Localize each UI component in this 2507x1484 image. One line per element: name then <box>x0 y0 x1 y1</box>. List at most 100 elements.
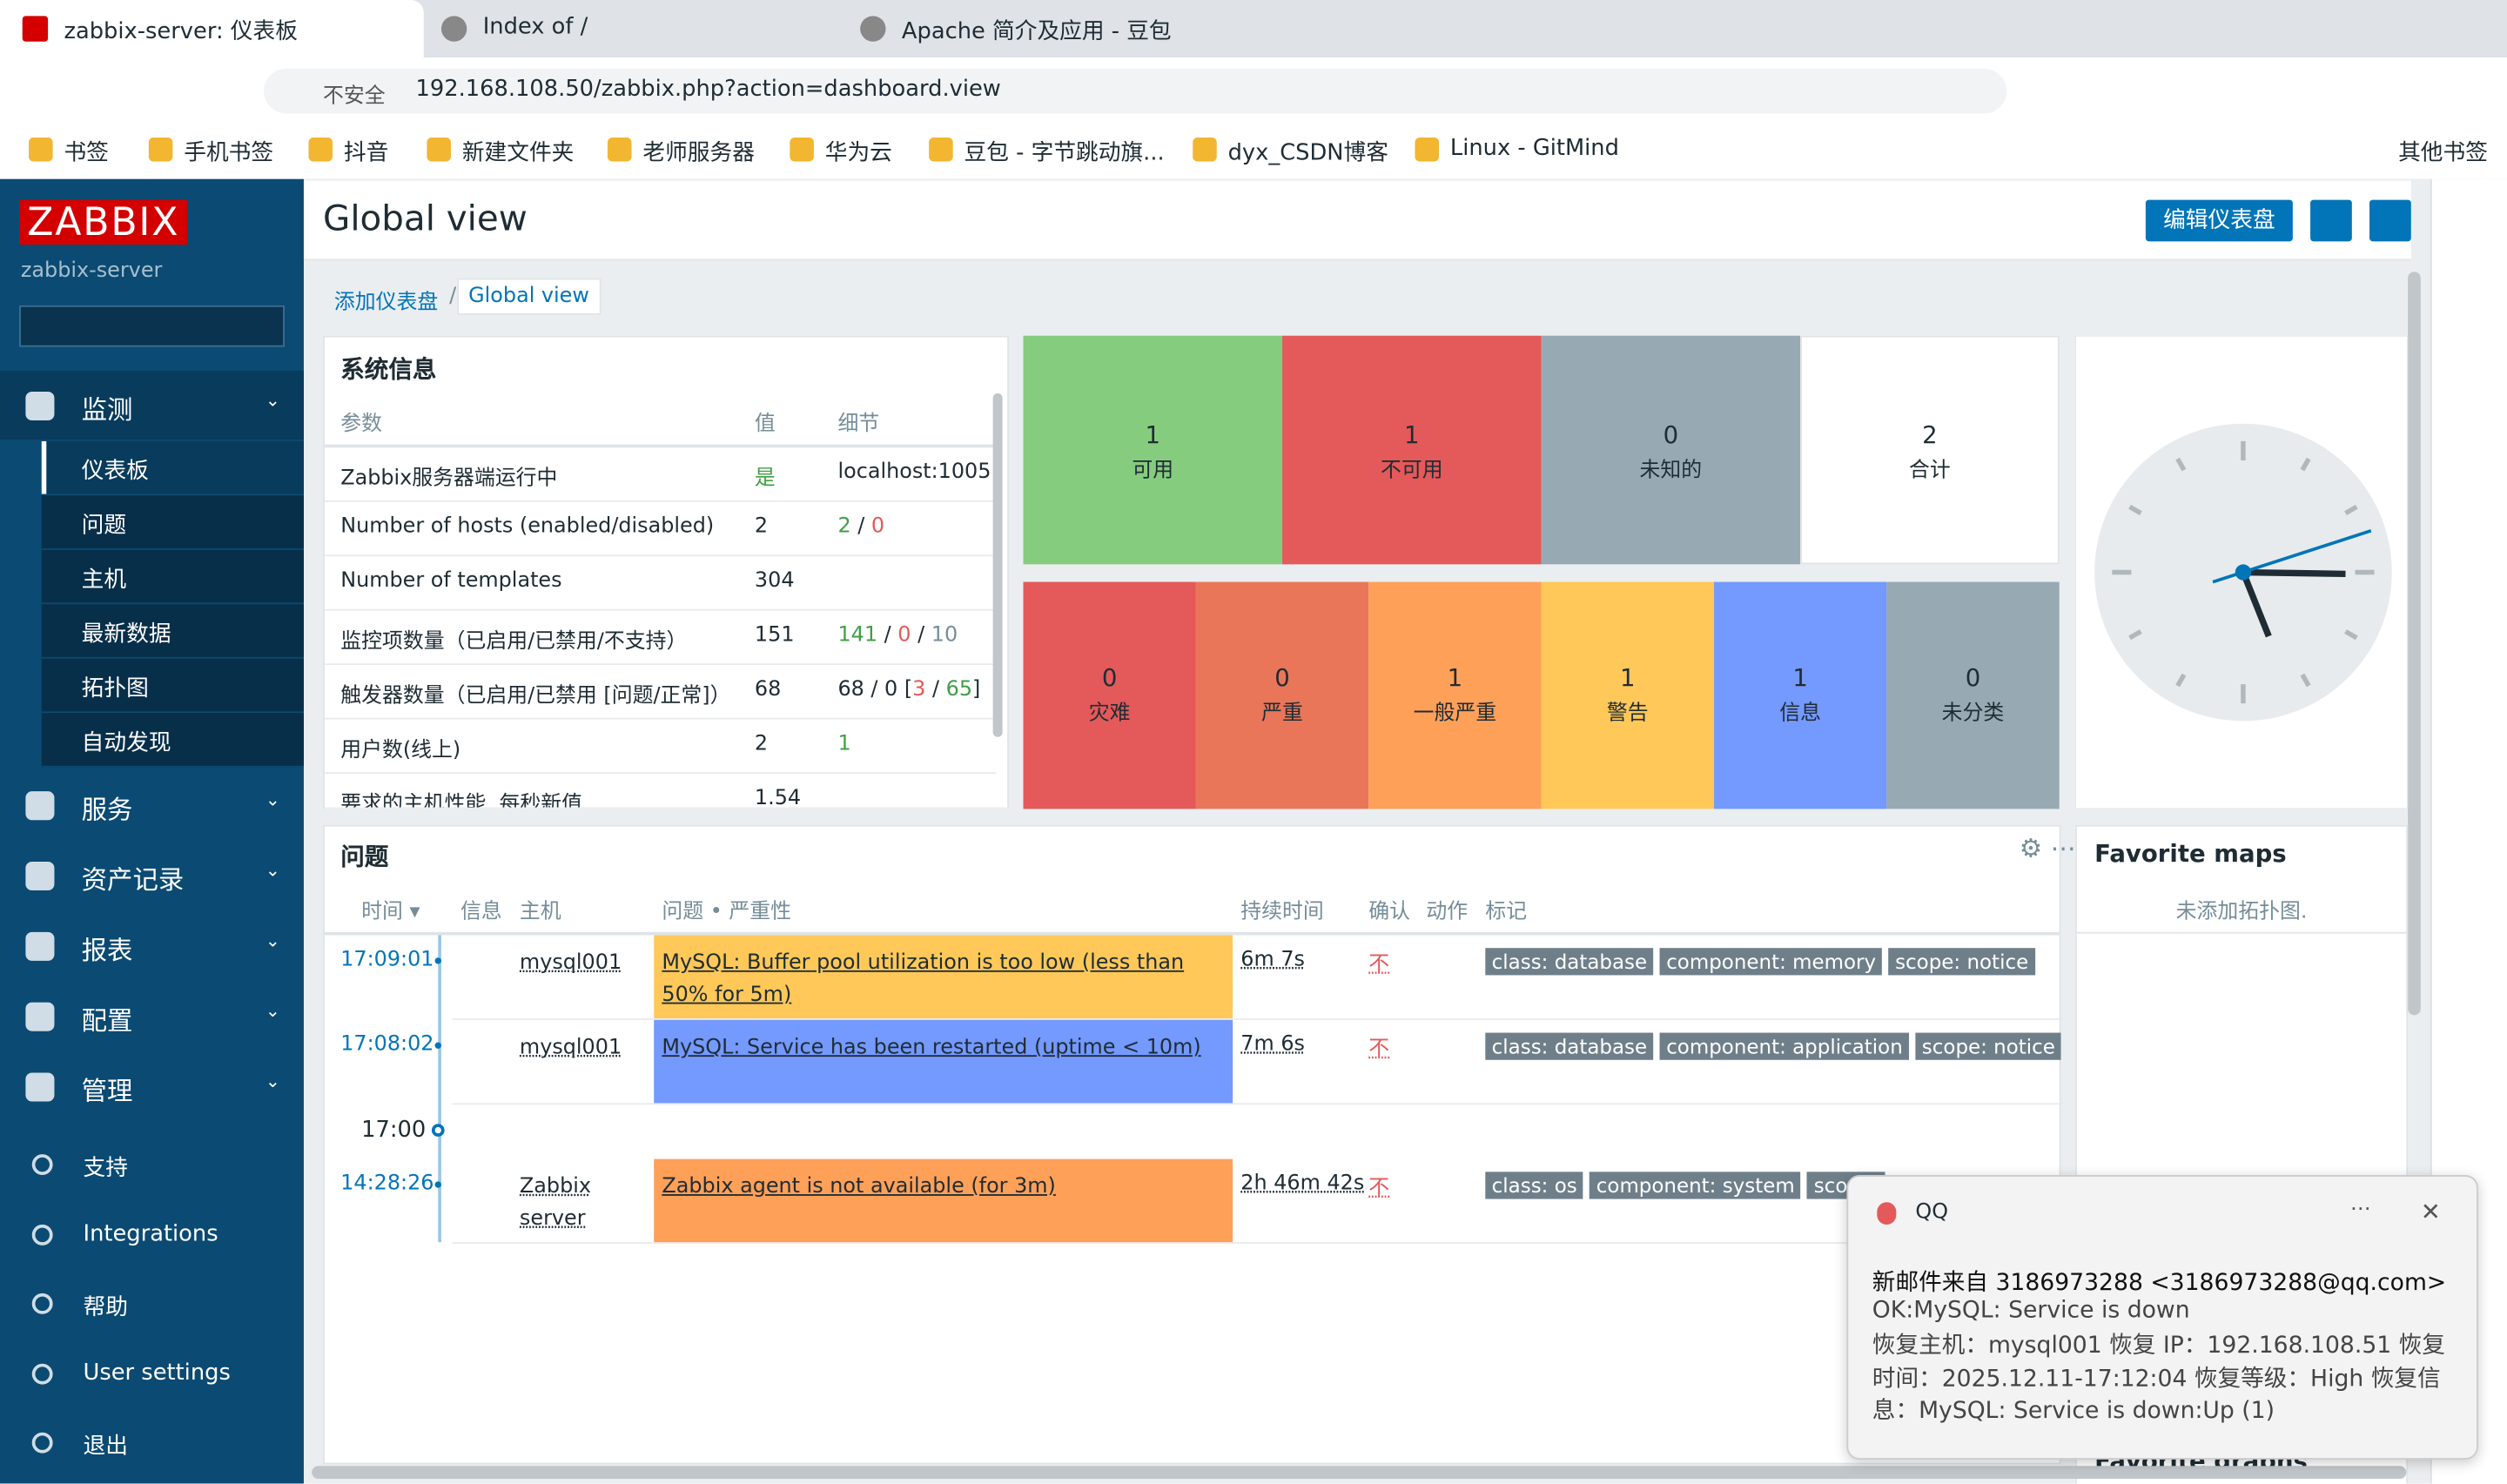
tab-icon <box>440 16 467 42</box>
bottom-item[interactable]: 帮助 <box>83 1294 128 1321</box>
ack[interactable]: 不 <box>1368 1176 1390 1201</box>
bottom-icon <box>31 1432 53 1454</box>
availability-label: 未知的 <box>1639 459 1703 483</box>
menu-item[interactable]: 仪表板 <box>81 459 149 485</box>
notification-close[interactable]: ✕ <box>2420 1197 2441 1226</box>
tab-icon <box>860 16 886 42</box>
menu-item[interactable]: 自动发现 <box>81 730 171 756</box>
host[interactable]: Zabbix server <box>519 1174 592 1232</box>
problem[interactable]: Zabbix agent is not available (for 3m) <box>662 1174 1056 1199</box>
time[interactable]: 17:09:01 <box>340 948 434 972</box>
bottom-icon <box>31 1362 53 1384</box>
detail: 2 / 0 <box>837 514 884 539</box>
menu-item[interactable]: 拓扑图 <box>81 675 149 702</box>
menu-section[interactable]: 管理 <box>81 1076 133 1107</box>
duration[interactable]: 6m 7s <box>1240 948 1306 972</box>
bookmark[interactable]: 老师服务器 <box>642 140 755 167</box>
time[interactable]: 17:08:02 <box>340 1032 434 1058</box>
tag[interactable]: scope: notice <box>1888 948 2035 976</box>
tab-icon <box>22 16 49 42</box>
tag[interactable]: class: database <box>1485 1032 1654 1060</box>
bookmark[interactable]: 豆包 - 字节跳动旗... <box>964 140 1165 167</box>
tag[interactable]: component: memory <box>1659 948 1883 976</box>
tab-title[interactable]: Index of / <box>482 14 588 40</box>
detail-part: 10 <box>931 623 958 648</box>
bookmark-icon <box>929 137 953 162</box>
bookmark[interactable]: 抖音 <box>343 140 389 167</box>
menu-button[interactable] <box>2310 199 2352 242</box>
bookmark[interactable]: 手机书签 <box>184 140 274 167</box>
url[interactable]: 192.168.108.50/zabbix.php?action=dashboa… <box>415 77 1001 103</box>
menu-item[interactable]: 问题 <box>81 513 127 539</box>
availability-box[interactable] <box>1282 335 1542 565</box>
bookmark[interactable]: 华为云 <box>824 140 892 167</box>
bottom-item[interactable]: 支持 <box>83 1155 128 1182</box>
detail-part: 68 / 0 [ <box>837 677 913 702</box>
widget-menu[interactable]: ⚙ ⋯ <box>2019 832 2076 863</box>
fullscreen-button[interactable] <box>2369 199 2411 242</box>
chevron: ⌄ <box>265 1000 280 1022</box>
menu-item[interactable]: 最新数据 <box>81 621 171 648</box>
ack[interactable]: 不 <box>1368 952 1390 977</box>
availability-count: 1 <box>1145 420 1161 450</box>
tag[interactable]: scope: notice <box>1915 1032 2062 1060</box>
bottom-item[interactable]: Integrations <box>83 1220 218 1246</box>
menu-item[interactable]: 主机 <box>81 567 127 594</box>
bookmark[interactable]: 其他书签 <box>2398 140 2488 167</box>
tab-title[interactable]: Apache 简介及应用 - 豆包 <box>901 19 1172 45</box>
severity-box[interactable] <box>1541 581 1714 809</box>
detail-part: ] <box>972 677 981 702</box>
notification-menu[interactable]: ⋯ <box>2349 1197 2371 1222</box>
param: Zabbix服务器端运行中 <box>340 467 558 491</box>
duration[interactable]: 7m 6s <box>1240 1032 1306 1058</box>
severity-box[interactable] <box>1713 581 1887 809</box>
ack[interactable]: 不 <box>1368 1037 1390 1062</box>
row-line <box>324 608 997 611</box>
host[interactable]: mysql001 <box>519 1036 622 1060</box>
row-line <box>324 554 997 557</box>
severity-box[interactable] <box>1023 581 1196 809</box>
search-box[interactable] <box>19 305 285 347</box>
menu-section[interactable]: 配置 <box>81 1005 133 1037</box>
tag[interactable]: class: database <box>1485 948 1654 976</box>
severity-box[interactable] <box>1886 581 2060 809</box>
time[interactable]: 14:28:26 <box>340 1172 434 1196</box>
column-header: 主机 <box>519 900 561 924</box>
bookmark[interactable]: dyx_CSDN博客 <box>1227 140 1388 167</box>
bookmark[interactable]: 书签 <box>64 140 109 167</box>
bookmark[interactable]: Linux - GitMind <box>1449 136 1619 162</box>
notification[interactable] <box>1846 1174 2478 1460</box>
tab-title[interactable]: zabbix-server: 仪表板 <box>64 19 298 45</box>
availability-box[interactable] <box>1800 335 2060 565</box>
severity-box[interactable] <box>1195 581 1369 809</box>
header-line <box>324 444 997 448</box>
severity-box[interactable] <box>1368 581 1542 809</box>
tag[interactable]: component: application <box>1659 1032 1910 1060</box>
address-bar[interactable] <box>264 68 2007 114</box>
menu-section[interactable]: 服务 <box>81 794 133 825</box>
availability-box[interactable] <box>1541 335 1801 565</box>
edit-button[interactable]: 编辑仪表盘 <box>2145 199 2293 242</box>
detail-part: 0 <box>897 623 911 648</box>
section-icon <box>25 791 55 821</box>
problem[interactable]: MySQL: Buffer pool utilization is too lo… <box>662 950 1185 1008</box>
detail: 141 / 0 / 10 <box>837 623 958 648</box>
menu-section[interactable]: 报表 <box>81 935 133 966</box>
availability-box[interactable] <box>1023 335 1283 565</box>
bookmark[interactable]: 新建文件夹 <box>461 140 575 167</box>
menu-section[interactable]: 资产记录 <box>81 864 185 896</box>
submenu-bg <box>41 604 304 659</box>
bottom-item[interactable]: 退出 <box>83 1434 128 1460</box>
breadcrumb[interactable]: 添加仪表盘 <box>333 291 439 315</box>
problem[interactable]: MySQL: Service has been restarted (uptim… <box>662 1036 1201 1060</box>
column-header: 信息 <box>460 900 502 924</box>
bottom-item[interactable]: User settings <box>83 1360 231 1386</box>
menu-section[interactable]: 监测 <box>81 394 133 426</box>
duration[interactable]: 2h 46m 42s <box>1240 1172 1365 1196</box>
column-header: 标记 <box>1485 900 1528 924</box>
tag[interactable]: component: system <box>1590 1172 1802 1199</box>
row-line <box>324 772 997 774</box>
host[interactable]: mysql001 <box>519 950 622 976</box>
breadcrumb[interactable]: Global view <box>457 278 601 315</box>
tag[interactable]: class: os <box>1485 1172 1584 1199</box>
